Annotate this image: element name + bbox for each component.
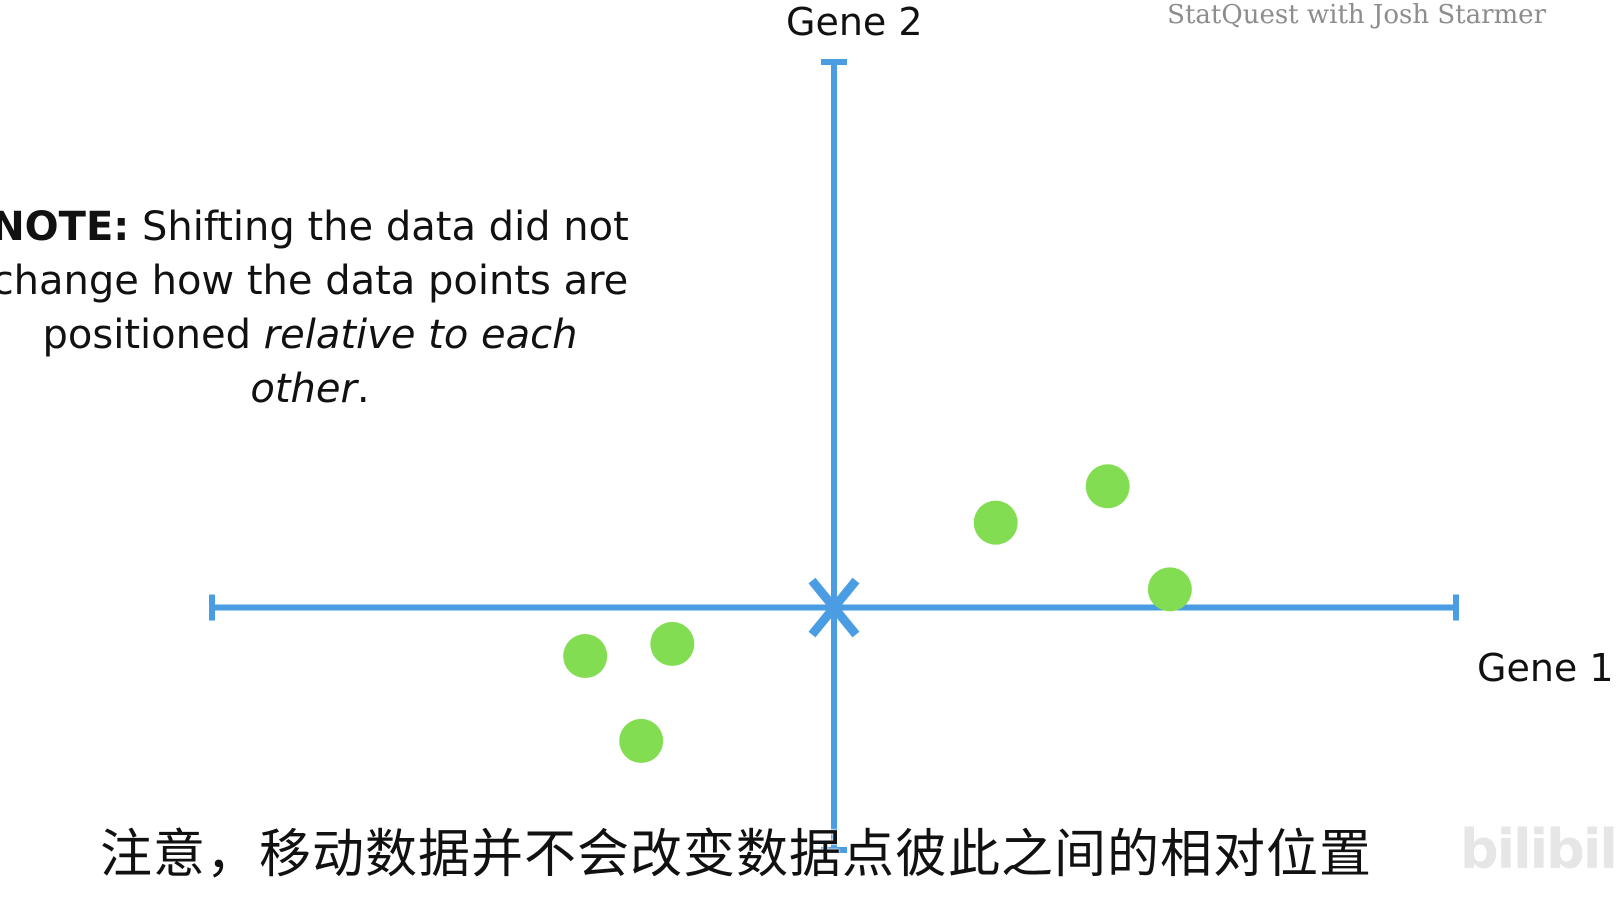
- y-axis-title: Gene 2: [786, 0, 923, 44]
- note-line4-end: .: [356, 366, 370, 412]
- data-point-2: [1085, 464, 1130, 509]
- note-text: NOTE: Shifting the data did not change h…: [0, 200, 640, 416]
- data-point-1: [973, 500, 1018, 545]
- watermark: StatQuest with Josh Starmer: [1167, 0, 1546, 30]
- data-point-4: [563, 634, 608, 679]
- data-point-3: [1147, 567, 1192, 612]
- note-line1: Shifting the data did not: [129, 204, 629, 250]
- data-point-5: [650, 621, 695, 666]
- bilibili-logo: bilibili: [1460, 818, 1616, 881]
- note-line4-italic: other: [250, 366, 357, 412]
- note-bold: NOTE:: [0, 204, 130, 250]
- note-line3-italic: relative to each: [263, 312, 578, 358]
- video-subtitle: 注意，移动数据并不会改变数据点彼此之间的相对位置: [100, 825, 1373, 885]
- note-line3-plain: positioned: [42, 312, 264, 358]
- data-point-6: [619, 718, 664, 763]
- origin-marker-stroke-2: [808, 577, 860, 638]
- x-axis-title: Gene 1: [1477, 646, 1614, 690]
- note-line2: change how the data points are: [0, 258, 629, 304]
